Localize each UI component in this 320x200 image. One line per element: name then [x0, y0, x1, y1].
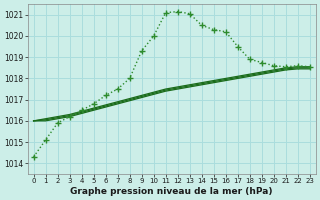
- X-axis label: Graphe pression niveau de la mer (hPa): Graphe pression niveau de la mer (hPa): [70, 187, 273, 196]
